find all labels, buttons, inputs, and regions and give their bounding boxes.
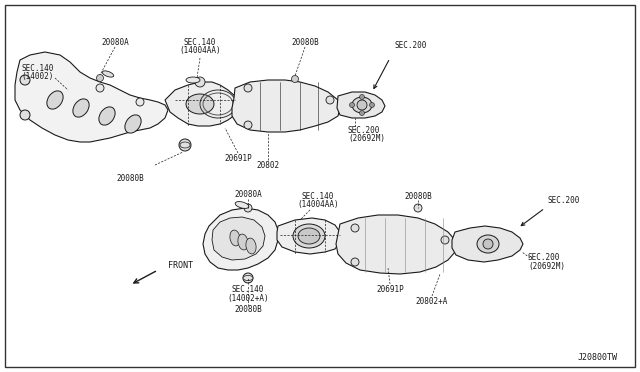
Circle shape	[179, 139, 191, 151]
Circle shape	[244, 84, 252, 92]
Polygon shape	[203, 208, 278, 270]
Ellipse shape	[125, 115, 141, 133]
Ellipse shape	[186, 94, 214, 114]
Ellipse shape	[99, 107, 115, 125]
Circle shape	[441, 236, 449, 244]
Text: (20692M): (20692M)	[348, 134, 385, 142]
Text: SEC.200: SEC.200	[548, 196, 580, 205]
Circle shape	[357, 100, 367, 110]
Ellipse shape	[180, 142, 190, 148]
Circle shape	[351, 258, 359, 266]
Text: SEC.200: SEC.200	[348, 125, 380, 135]
Ellipse shape	[186, 77, 200, 83]
Ellipse shape	[230, 230, 240, 246]
Circle shape	[97, 74, 104, 81]
Text: (14002): (14002)	[22, 71, 54, 80]
Text: SEC.140: SEC.140	[184, 38, 216, 46]
Ellipse shape	[293, 224, 325, 248]
Ellipse shape	[47, 91, 63, 109]
Text: SEC.140: SEC.140	[232, 285, 264, 295]
Text: 20802: 20802	[257, 160, 280, 170]
Ellipse shape	[352, 97, 372, 113]
Text: 20080B: 20080B	[116, 173, 144, 183]
Circle shape	[20, 110, 30, 120]
Circle shape	[351, 224, 359, 232]
Text: (14002+A): (14002+A)	[227, 294, 269, 302]
Circle shape	[414, 204, 422, 212]
Text: 20080B: 20080B	[234, 305, 262, 314]
Polygon shape	[277, 218, 340, 254]
Text: 20691P: 20691P	[376, 285, 404, 295]
Polygon shape	[15, 52, 168, 142]
Polygon shape	[336, 215, 455, 274]
Circle shape	[244, 204, 252, 212]
Polygon shape	[165, 82, 235, 126]
Text: SEC.140: SEC.140	[302, 192, 334, 201]
Ellipse shape	[298, 228, 320, 244]
Circle shape	[243, 273, 253, 283]
Ellipse shape	[73, 99, 89, 117]
Circle shape	[369, 103, 374, 108]
Circle shape	[349, 103, 355, 108]
Circle shape	[291, 76, 298, 83]
Text: 20802+A: 20802+A	[416, 298, 448, 307]
Circle shape	[326, 96, 334, 104]
Ellipse shape	[246, 238, 256, 254]
Text: 20080B: 20080B	[291, 38, 319, 46]
Text: (20692M): (20692M)	[528, 262, 565, 270]
Ellipse shape	[235, 202, 249, 208]
Circle shape	[96, 84, 104, 92]
Polygon shape	[337, 92, 385, 118]
Text: J20800TW: J20800TW	[578, 353, 618, 362]
Polygon shape	[452, 226, 523, 262]
Circle shape	[136, 98, 144, 106]
Ellipse shape	[477, 235, 499, 253]
Circle shape	[483, 239, 493, 249]
Circle shape	[244, 121, 252, 129]
Ellipse shape	[243, 276, 253, 280]
Polygon shape	[232, 80, 340, 132]
Text: (14004AA): (14004AA)	[179, 45, 221, 55]
Polygon shape	[212, 217, 265, 260]
Text: 20080A: 20080A	[101, 38, 129, 46]
Text: 20691P: 20691P	[224, 154, 252, 163]
Ellipse shape	[102, 71, 114, 77]
Text: 20080A: 20080A	[234, 189, 262, 199]
Text: SEC.200: SEC.200	[528, 253, 561, 263]
Circle shape	[20, 75, 30, 85]
Text: FRONT: FRONT	[168, 260, 193, 269]
Text: SEC.200: SEC.200	[395, 41, 428, 49]
Text: SEC.140: SEC.140	[22, 64, 54, 73]
Text: 20080B: 20080B	[404, 192, 432, 201]
Circle shape	[360, 94, 365, 99]
Text: (14004AA): (14004AA)	[297, 199, 339, 208]
Ellipse shape	[238, 234, 248, 250]
Circle shape	[195, 77, 205, 87]
Circle shape	[360, 110, 365, 115]
